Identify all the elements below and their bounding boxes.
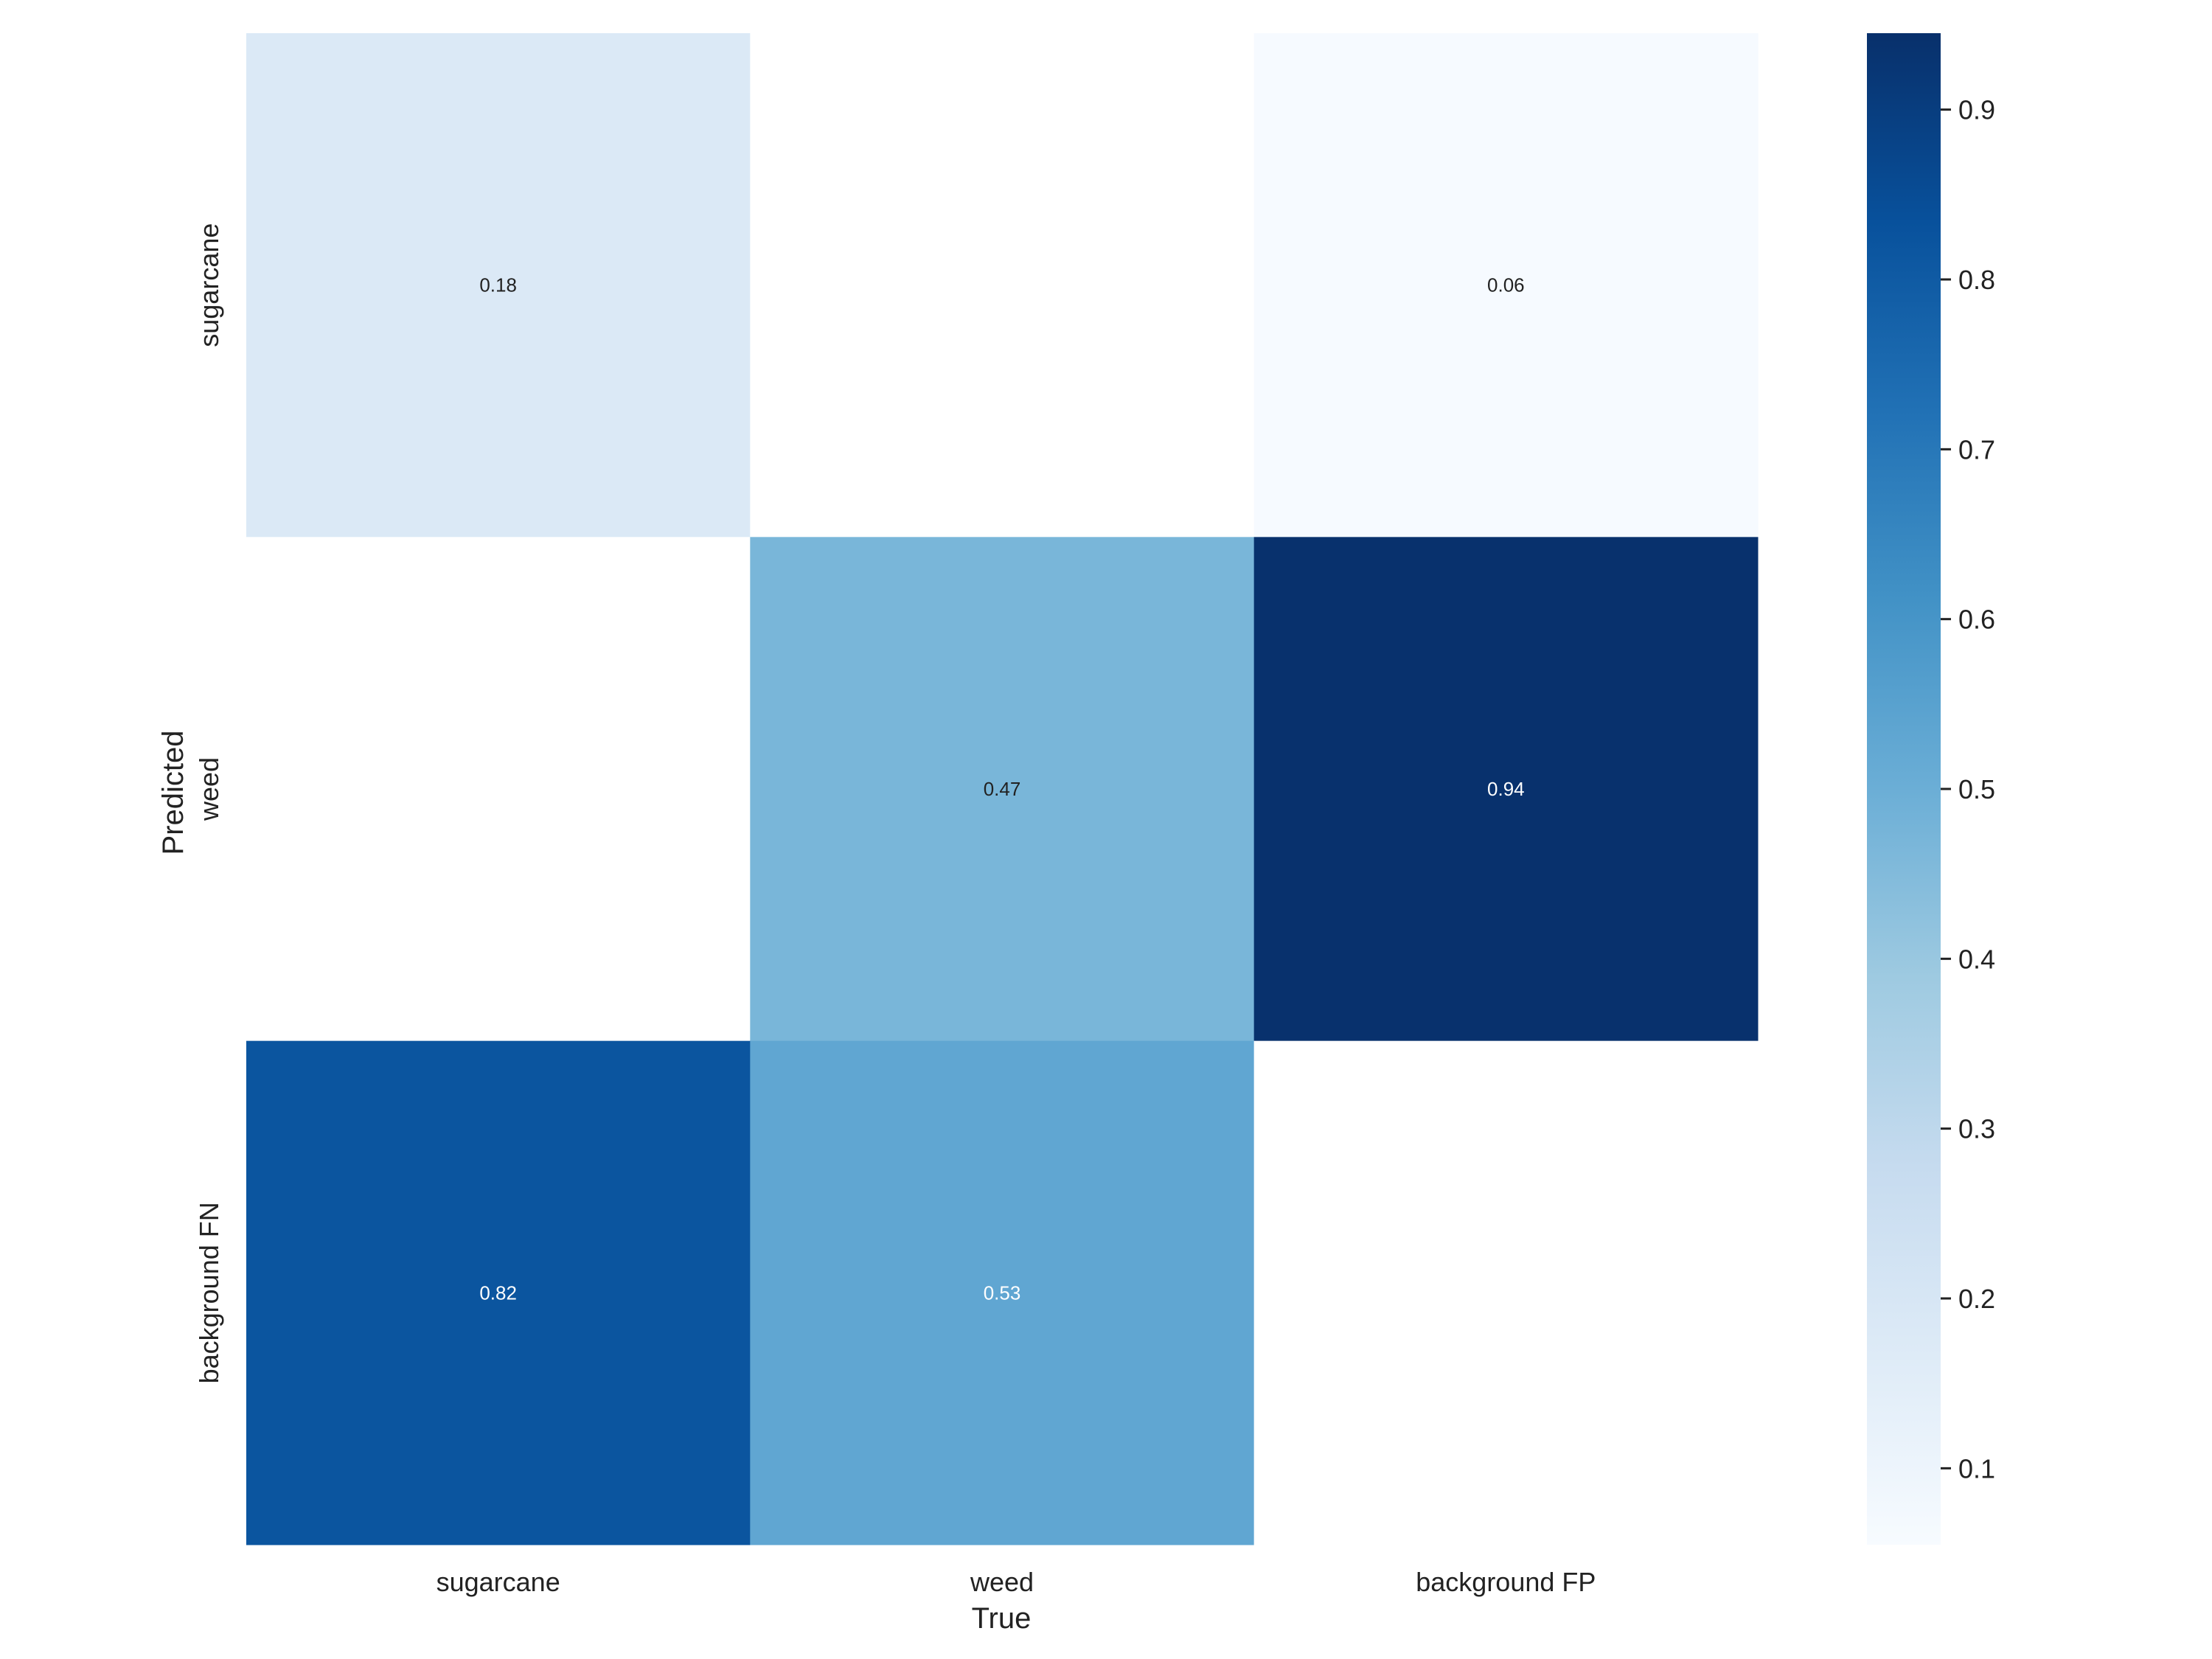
cell-value-label: 0.06 — [1487, 274, 1525, 296]
colorbar-tick-label: 0.9 — [1958, 95, 1995, 125]
y-tick-label: sugarcane — [194, 223, 224, 347]
colorbar — [1867, 33, 1941, 1545]
heatmap-cell-r2-c2 — [1253, 1040, 1759, 1545]
heatmap-cells: 0.18 0.06 0.47 0.94 0.82 0.53 — [246, 33, 1759, 1545]
x-tick-label: sugarcane — [437, 1567, 560, 1597]
heatmap-cell-r1-c1 — [750, 537, 1255, 1042]
colorbar-tick-label: 0.7 — [1958, 434, 1995, 465]
colorbar-tick-label: 0.8 — [1958, 265, 1995, 295]
heatmap-cell-r2-c0 — [246, 1040, 751, 1545]
colorbar-tick-label: 0.5 — [1958, 774, 1995, 804]
heatmap-cell-r0-c1 — [750, 33, 1255, 538]
y-tick-labels: sugarcane weed background FN — [194, 223, 224, 1384]
colorbar-tick-label: 0.4 — [1958, 944, 1995, 974]
heatmap-cell-r1-c0 — [246, 537, 751, 1042]
x-tick-label: background FP — [1416, 1567, 1596, 1597]
colorbar-tick-label: 0.3 — [1958, 1114, 1995, 1144]
cell-value-label: 0.18 — [479, 274, 517, 296]
colorbar-ticks: 0.1 0.2 0.3 0.4 0.5 0.6 0.7 0.8 0.9 — [1941, 95, 1995, 1484]
x-axis-title: True — [972, 1602, 1032, 1635]
heatmap-cell-r1-c2 — [1253, 537, 1759, 1042]
colorbar-tick-label: 0.6 — [1958, 605, 1995, 635]
x-tick-labels: sugarcane weed background FP — [437, 1567, 1596, 1597]
cell-value-label: 0.82 — [479, 1281, 517, 1304]
y-tick-label: background FN — [194, 1202, 224, 1383]
heatmap-cell-r0-c0 — [246, 33, 751, 538]
cell-value-label: 0.47 — [984, 778, 1021, 800]
x-tick-label: weed — [970, 1567, 1034, 1597]
y-tick-label: weed — [194, 757, 224, 821]
heatmap-cell-r0-c2 — [1253, 33, 1759, 538]
y-axis-title: Predicted — [157, 731, 189, 855]
colorbar-tick-label: 0.2 — [1958, 1284, 1995, 1314]
cell-value-label: 0.94 — [1487, 778, 1525, 800]
cell-value-label: 0.53 — [984, 1281, 1021, 1304]
colorbar-tick-label: 0.1 — [1958, 1453, 1995, 1484]
heatmap-cell-r2-c1 — [750, 1040, 1255, 1545]
